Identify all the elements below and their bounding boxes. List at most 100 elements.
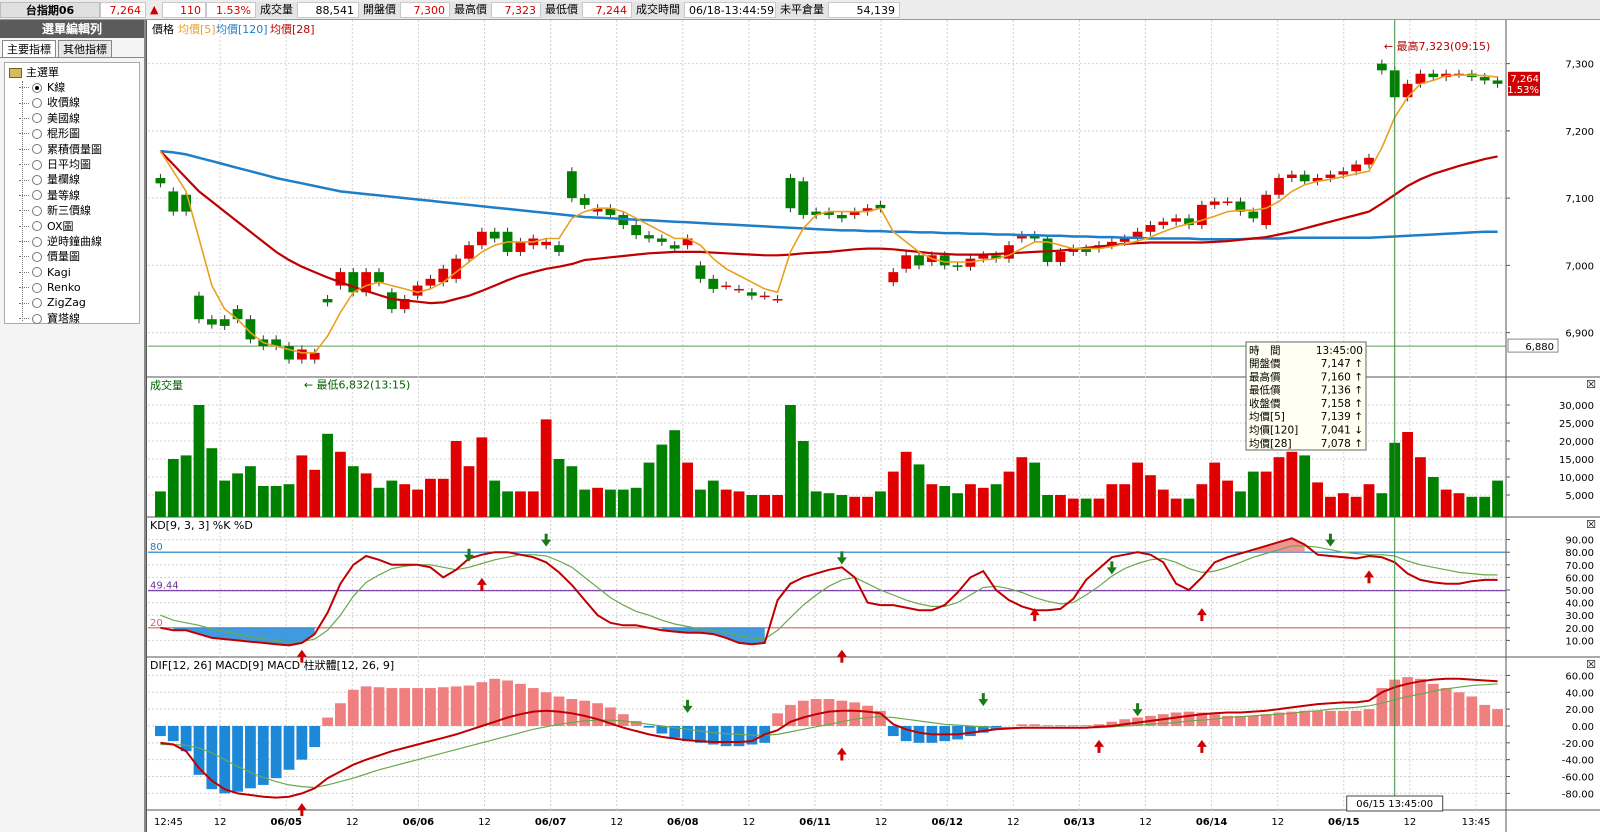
macd-histogram-bar [1402, 677, 1413, 726]
radio-icon[interactable] [32, 159, 42, 170]
tab-other-indicators[interactable]: 其他指標 [58, 40, 112, 57]
radio-icon[interactable] [32, 190, 42, 201]
volume-bar [939, 486, 951, 517]
menu-item-10[interactable]: 逆時鐘曲線 [5, 234, 139, 249]
volume-bar [772, 495, 783, 517]
volume-bar [1453, 493, 1465, 517]
symbol-name[interactable]: 台指期06 [0, 1, 100, 18]
volume-bar [656, 444, 668, 517]
radio-icon[interactable] [32, 221, 42, 232]
time-value: 06/18-13:44:59 [684, 1, 776, 18]
radio-icon[interactable] [32, 298, 42, 309]
radio-icon[interactable] [32, 267, 42, 278]
tab-main-indicators[interactable]: 主要指標 [2, 40, 56, 57]
macd-histogram-bar [1492, 709, 1503, 726]
ma120-legend: 均價[120] [216, 22, 268, 36]
candle-body [451, 258, 462, 279]
open-interest-label: 未平倉量 [776, 1, 828, 18]
tree-root[interactable]: 主選單 [5, 65, 139, 80]
macd-histogram-bar [887, 725, 899, 737]
high-label: 最高價 [450, 1, 491, 18]
radio-icon[interactable] [32, 82, 42, 93]
macd-histogram-bar [180, 725, 192, 752]
volume-bar [1299, 455, 1311, 517]
y-tick-label: 30,000 [1559, 401, 1594, 412]
radio-icon[interactable] [32, 313, 42, 324]
menu-item-1[interactable]: 收價線 [5, 95, 139, 110]
radio-icon[interactable] [32, 282, 42, 293]
x-tick-label: 06/13 [1064, 817, 1096, 828]
candle-body [1261, 194, 1272, 226]
macd-histogram-bar [283, 725, 295, 770]
candle-body [1312, 177, 1323, 182]
radio-icon[interactable] [32, 251, 42, 262]
volume-bar [167, 459, 179, 517]
macd-histogram-bar [862, 705, 873, 726]
menu-item-label: 寶塔線 [47, 311, 80, 325]
candle-body [631, 225, 642, 236]
menu-item-4[interactable]: 累積價量圖 [5, 142, 139, 157]
candle-body [155, 177, 166, 184]
y-tick-label: 90.00 [1565, 536, 1594, 547]
candle-body [785, 177, 796, 209]
y-tick-label: 7,300 [1565, 60, 1594, 71]
menu-item-0[interactable]: K線 [5, 80, 139, 95]
volume-bar [1325, 496, 1336, 517]
candle-body [386, 292, 397, 310]
radio-icon[interactable] [32, 98, 42, 109]
menu-item-9[interactable]: OX圖 [5, 219, 139, 234]
menu-item-5[interactable]: 日平均圖 [5, 157, 139, 172]
candle-body [374, 272, 384, 283]
high-annotation: ← 最高7,323(09:15) [1384, 39, 1491, 53]
menu-item-6[interactable]: 量欄線 [5, 172, 139, 187]
macd-histogram-bar [682, 725, 693, 742]
candle-body [721, 285, 732, 288]
menu-item-7[interactable]: 量等線 [5, 188, 139, 203]
macd-histogram-bar [1273, 712, 1285, 726]
macd-histogram-bar [193, 725, 205, 775]
menu-item-2[interactable]: 美國線 [5, 111, 139, 126]
x-tick-label: 06/07 [535, 817, 567, 828]
macd-histogram-bar [1453, 692, 1465, 726]
ma5-legend: 均價[5] [178, 22, 216, 36]
sell-arrow-icon [1132, 703, 1143, 717]
kd-panel: KD[9, 3, 3] %K %D 80 49.44 20 [148, 519, 1506, 647]
volume-bar [463, 466, 475, 517]
candle-body [335, 272, 346, 286]
menu-item-12[interactable]: Kagi [5, 265, 139, 280]
macd-histogram-bar [1440, 688, 1452, 726]
sidebar-title: 選單編輯列 [0, 20, 144, 38]
candle-body [811, 211, 822, 215]
volume-bar [1363, 484, 1375, 517]
menu-item-3[interactable]: 棍形圖 [5, 126, 139, 141]
menu-item-13[interactable]: Renko [5, 280, 139, 295]
candle-body [245, 319, 256, 340]
radio-icon[interactable] [32, 205, 42, 216]
macd-histogram-bar [1286, 711, 1298, 726]
macd-histogram-bar [849, 702, 861, 726]
menu-item-15[interactable]: 寶塔線 [5, 311, 139, 326]
radio-icon[interactable] [32, 113, 42, 124]
radio-icon[interactable] [32, 144, 42, 155]
volume-bar [630, 487, 642, 517]
candle-body [901, 255, 912, 269]
menu-item-14[interactable]: ZigZag [5, 295, 139, 310]
macd-histogram-bar [733, 725, 745, 747]
buy-arrow-icon [1196, 608, 1207, 622]
radio-icon[interactable] [32, 236, 42, 247]
open-interest-value: 54,139 [828, 1, 900, 18]
volume-bar [990, 484, 1002, 517]
ma28-line [159, 150, 1498, 305]
candle-body [875, 204, 886, 209]
x-tick-label: 12 [214, 817, 227, 828]
x-tick-label: 12 [346, 817, 359, 828]
tooltip-row-value: 7,078 ↑ [1321, 438, 1363, 450]
menu-item-11[interactable]: 價量圖 [5, 249, 139, 264]
menu-item-8[interactable]: 新三價線 [5, 203, 139, 218]
buy-arrow-icon [1196, 739, 1207, 753]
volume-bar [386, 480, 398, 517]
radio-icon[interactable] [32, 128, 42, 139]
radio-icon[interactable] [32, 175, 42, 186]
x-tick-label: 12 [875, 817, 888, 828]
